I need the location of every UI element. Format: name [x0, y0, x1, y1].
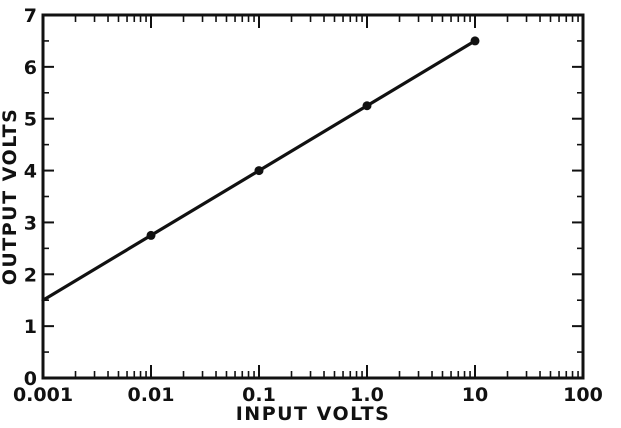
data-point [254, 166, 264, 176]
x-tick-label: 1.0 [350, 384, 384, 406]
major-ticks [42, 14, 584, 379]
data-points [146, 36, 480, 240]
x-tick-label: 0.1 [242, 384, 276, 406]
y-tick-label: 3 [24, 212, 37, 234]
y-tick-label: 5 [24, 109, 37, 131]
data-point [470, 36, 480, 46]
x-tick-label: 10 [462, 384, 488, 406]
y-tick-labels: 0 1 2 3 4 5 6 7 [24, 5, 37, 390]
x-axis-label: INPUT VOLTS [236, 403, 391, 425]
y-tick-label: 7 [24, 5, 37, 27]
y-tick-label: 2 [24, 264, 37, 286]
x-tick-labels: 0.001 0.01 0.1 1.0 10 100 [13, 384, 603, 406]
data-point [362, 101, 372, 111]
y-axis-label: OUTPUT VOLTS [0, 108, 21, 286]
x-tick-label: 0.001 [13, 384, 73, 406]
plot-frame [41, 13, 585, 380]
y-tick-label: 6 [24, 57, 37, 79]
data-point [146, 230, 156, 240]
y-tick-label: 4 [24, 161, 37, 183]
y-tick-label: 0 [24, 368, 37, 390]
x-tick-label: 100 [563, 384, 603, 406]
x-tick-label: 0.01 [128, 384, 175, 406]
minor-ticks [43, 15, 583, 378]
y-tick-label: 1 [24, 316, 37, 338]
